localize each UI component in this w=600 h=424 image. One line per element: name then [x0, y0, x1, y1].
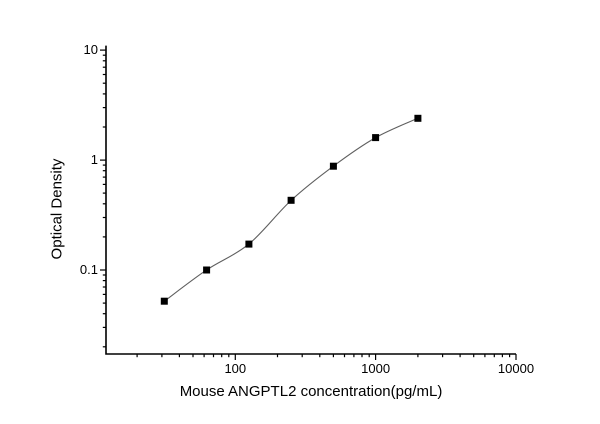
- data-point-marker: [203, 266, 211, 274]
- data-point-marker: [372, 134, 380, 142]
- y-axis-title: Optical Density: [48, 158, 66, 260]
- data-point-markers: [160, 114, 422, 305]
- axis-ticks: [100, 49, 517, 360]
- x-tick-label: 1000: [361, 361, 391, 376]
- data-point-marker: [287, 196, 295, 204]
- y-tick-label: 1: [90, 152, 98, 168]
- data-point-marker: [414, 114, 422, 122]
- y-tick-label: 10: [83, 42, 98, 58]
- standard-curve-line: [164, 117, 419, 302]
- x-axis-title: Mouse ANGPTL2 concentration(pg/mL): [179, 383, 443, 400]
- data-point-marker: [245, 240, 253, 248]
- axis-frame: [105, 45, 516, 355]
- x-tick-label: 100: [224, 361, 247, 376]
- x-tick-label: 10000: [497, 361, 535, 376]
- y-tick-label: 0.1: [79, 262, 98, 277]
- data-point-marker: [160, 297, 168, 305]
- data-point-marker: [329, 162, 337, 170]
